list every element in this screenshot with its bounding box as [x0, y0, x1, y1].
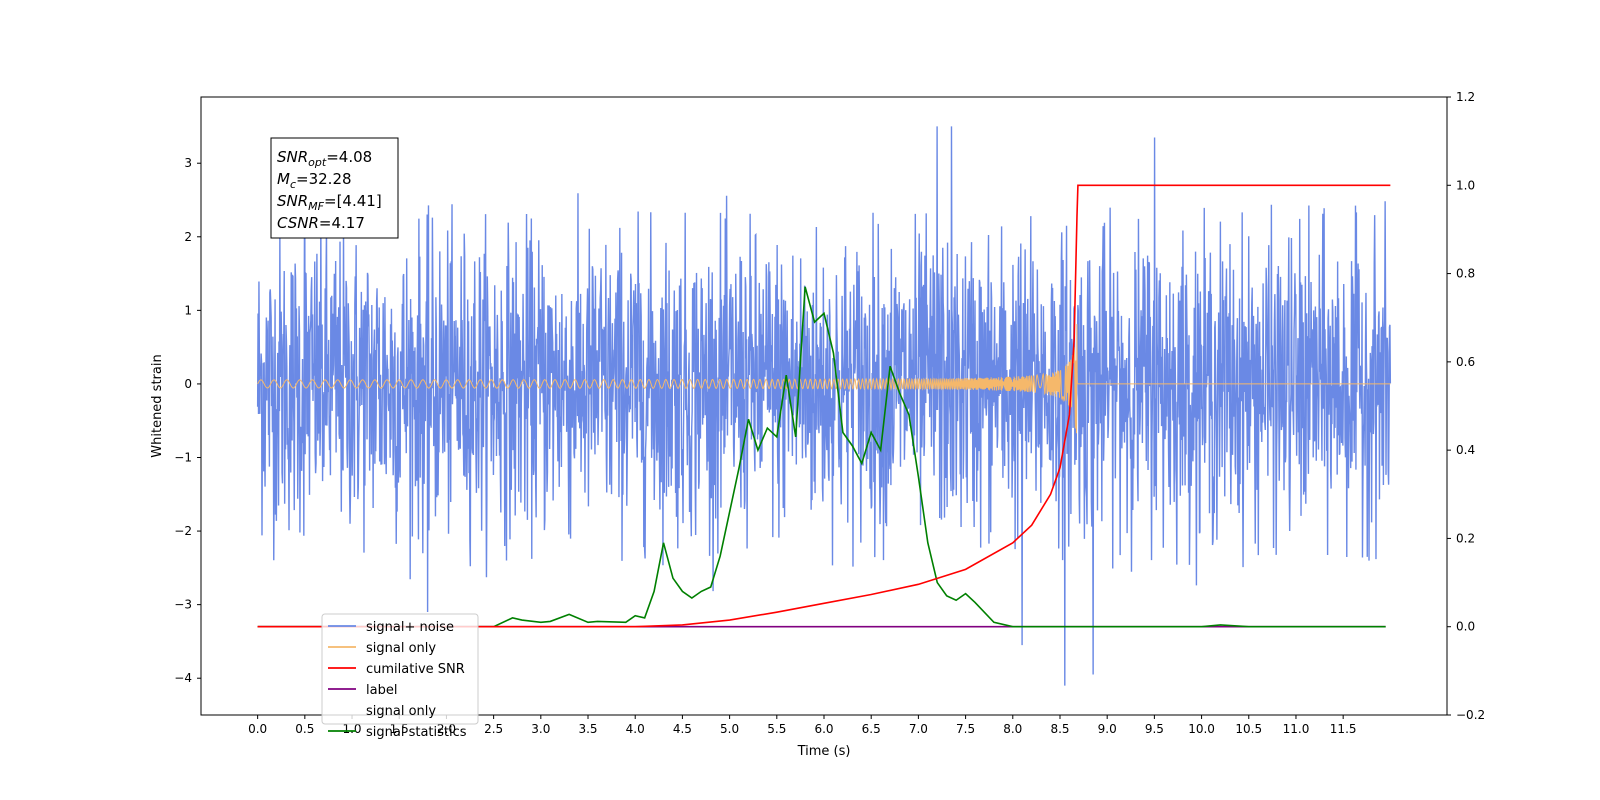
y-tick-label: 3 [184, 156, 192, 170]
x-tick-label: 2.0 [437, 722, 456, 736]
x-tick-label: 5.5 [767, 722, 786, 736]
x-tick-label: 5.0 [720, 722, 739, 736]
y-tick-label: 1 [184, 303, 192, 317]
y2-tick-label: −0.2 [1456, 708, 1485, 722]
x-tick-label: 0.5 [295, 722, 314, 736]
annotation-line: SNRMF=[4.41] [277, 192, 382, 213]
annotation-line: CSNR=4.17 [277, 214, 365, 232]
annotation-line: Mc=32.28 [277, 170, 352, 191]
x-tick-label: 2.5 [484, 722, 503, 736]
series-cumilative-snr [257, 184, 1391, 628]
legend-label: signal only [366, 641, 436, 656]
x-tick-label: 11.5 [1330, 722, 1357, 736]
x-tick-label: 7.5 [956, 722, 975, 736]
y2-tick-label: 1.0 [1456, 178, 1475, 192]
legend-label: signal statistics [366, 725, 467, 740]
y-tick-label: −1 [174, 451, 192, 465]
x-tick-label: 9.0 [1098, 722, 1117, 736]
y-tick-label: 2 [184, 230, 192, 244]
x-tick-label: 4.0 [626, 722, 645, 736]
x-tick-label: 3.5 [578, 722, 597, 736]
x-tick-label: 9.5 [1145, 722, 1164, 736]
series-signal-statistics [257, 286, 1386, 628]
x-tick-label: 10.5 [1235, 722, 1262, 736]
legend-label: signal only [366, 704, 436, 719]
x-tick-label: 1.0 [342, 722, 361, 736]
x-tick-label: 10.0 [1188, 722, 1215, 736]
x-tick-label: 8.0 [1003, 722, 1022, 736]
x-tick-label: 0.0 [248, 722, 267, 736]
y-tick-label: −3 [174, 598, 192, 612]
y-tick-label: 0 [184, 377, 192, 391]
y2-tick-label: 0.2 [1456, 531, 1475, 545]
x-tick-label: 3.0 [531, 722, 550, 736]
axis-ticks: 0.0 0.5 1.0 1.5 2.0 2.5 3.0 3.5 4.0 4.5 5.0 5.5 6.0 6… [174, 90, 1485, 736]
legend: signal+ noise signal only cumilative SNR la… [321, 613, 479, 740]
x-tick-label: 7.0 [909, 722, 928, 736]
y2-tick-label: 0.4 [1456, 443, 1475, 457]
x-tick-label: 1.5 [390, 722, 409, 736]
x-tick-label: 6.0 [814, 722, 833, 736]
legend-label: label [366, 683, 397, 698]
legend-frame [321, 613, 479, 725]
y-tick-label: −4 [174, 671, 192, 685]
legend-label: cumilative SNR [366, 662, 465, 677]
y2-tick-label: 0.6 [1456, 355, 1475, 369]
y2-tick-label: 1.2 [1456, 90, 1475, 104]
x-tick-label: 6.5 [862, 722, 881, 736]
x-axis-label: Time (s) [797, 744, 851, 759]
x-tick-label: 4.5 [673, 722, 692, 736]
series-group [256, 126, 1392, 686]
y-axis-label: Whitened strain [150, 354, 165, 457]
legend-label: signal+ noise [366, 620, 454, 635]
x-tick-label: 11.0 [1283, 722, 1310, 736]
annotation-line: SNRopt=4.08 [277, 148, 372, 169]
y2-tick-label: 0.8 [1456, 267, 1475, 281]
annotation-frame [270, 137, 399, 239]
y2-tick-label: 0.0 [1456, 620, 1475, 634]
x-tick-label: 8.5 [1050, 722, 1069, 736]
plot-area [256, 126, 1392, 686]
series-signal-only [257, 324, 1391, 434]
y-tick-label: −2 [174, 524, 192, 538]
series-signal-noise [256, 126, 1392, 686]
